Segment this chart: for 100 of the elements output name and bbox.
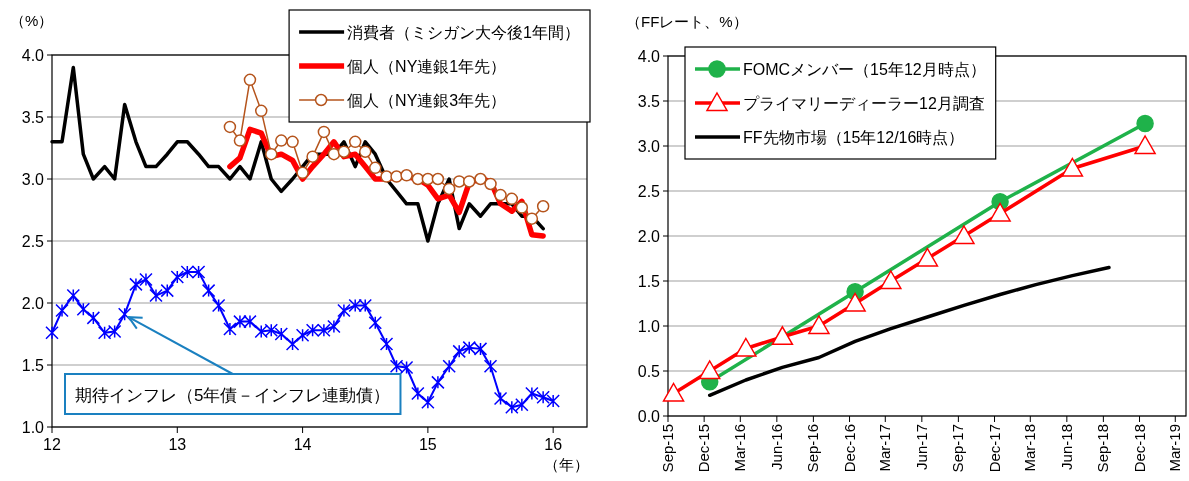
point [431, 375, 445, 390]
y-tick-label: 3.5 [637, 93, 661, 110]
x-tick-label: Mar-16 [731, 424, 749, 472]
point [808, 315, 830, 335]
y-tick-label: 4.0 [21, 47, 45, 64]
point [452, 344, 466, 359]
point [160, 283, 175, 298]
point [201, 283, 216, 298]
point [662, 382, 685, 402]
x-tick-label: Jun-18 [1057, 424, 1075, 470]
point [771, 326, 794, 346]
x-tick-label: Dec-17 [985, 424, 1003, 473]
point [254, 104, 268, 118]
y-tick-label: 3.5 [21, 109, 45, 126]
y-tick-label: 1.5 [637, 273, 661, 290]
point [442, 182, 456, 196]
point [254, 324, 268, 339]
point [191, 265, 206, 279]
x-tick-label: Sep-16 [804, 424, 822, 473]
y-tick-label: 1.0 [21, 419, 45, 436]
x-axis-title: （年） [544, 456, 589, 473]
x-tick-label: Mar-18 [1021, 424, 1039, 472]
legend-label: プライマリーディーラー12月調査 [743, 95, 985, 112]
point [735, 337, 757, 357]
legend-label: FOMCメンバー（15年12月時点） [743, 61, 986, 78]
point [400, 169, 413, 182]
legend-label: 個人（NY連銀3年先） [347, 92, 507, 109]
point [442, 359, 456, 373]
point [1134, 135, 1156, 155]
point [484, 177, 497, 191]
point [698, 360, 721, 380]
point [265, 147, 278, 161]
point [390, 170, 403, 183]
point [369, 161, 382, 175]
x-tick-label: Sep-15 [659, 424, 676, 473]
point [536, 200, 550, 213]
point [66, 288, 81, 303]
y-tick-label: 1.5 [21, 357, 45, 374]
point [86, 311, 101, 325]
point [139, 272, 153, 287]
point [546, 394, 560, 408]
x-tick-label: Mar-17 [876, 424, 894, 472]
x-tick-label: Jun-17 [912, 424, 930, 470]
point [1136, 114, 1154, 133]
point [117, 307, 132, 321]
point [536, 390, 550, 404]
x-tick-label: 16 [544, 436, 563, 453]
x-tick-label: 14 [293, 436, 312, 453]
point [285, 337, 300, 351]
point [233, 134, 247, 147]
point [305, 323, 320, 338]
point [525, 386, 539, 401]
point [295, 328, 310, 342]
point [411, 386, 425, 401]
y-tick-label: 0.5 [637, 363, 661, 380]
point [223, 322, 237, 336]
y-tick-label: 0.0 [637, 408, 661, 425]
point [327, 147, 341, 161]
y-tick-label: 2.5 [637, 183, 661, 200]
point [327, 319, 341, 334]
point [358, 145, 372, 158]
y-tick-label: 2.0 [637, 228, 661, 245]
point [515, 397, 529, 412]
point [348, 298, 362, 313]
point [916, 247, 939, 267]
point [286, 135, 299, 149]
x-tick-label: Dec-18 [1130, 424, 1148, 473]
point [296, 166, 309, 180]
legend-label: 消費者（ミシガン大今後1年間） [347, 24, 580, 41]
y-tick-label: 1.0 [637, 318, 661, 335]
point [348, 135, 362, 149]
point [844, 292, 866, 312]
point [953, 225, 975, 245]
x-tick-label: Sep-18 [1094, 424, 1112, 473]
point [274, 327, 289, 341]
point [55, 303, 69, 318]
legend-label: 個人（NY連銀1年先） [347, 58, 507, 75]
point [494, 188, 507, 202]
point [45, 326, 59, 340]
point [243, 314, 257, 329]
point [474, 172, 487, 186]
point [368, 316, 383, 330]
point [264, 323, 279, 338]
legend-label: FF先物市場（15年12/16時点） [743, 129, 965, 146]
point [473, 342, 488, 356]
point [337, 303, 351, 318]
x-tick-label: 12 [43, 436, 61, 453]
x-tick-label: Mar-19 [1166, 424, 1184, 472]
x-tick-label: Jun-16 [767, 424, 785, 470]
point [379, 337, 394, 351]
point [107, 324, 122, 339]
y-tick-label: 4.0 [637, 48, 661, 65]
point [223, 120, 237, 134]
point [421, 395, 435, 409]
x-tick-label: Sep-17 [949, 424, 967, 473]
y-tick-label: 2.0 [21, 295, 45, 312]
y-axis-title: （%） [10, 12, 54, 29]
point [358, 298, 372, 313]
y-axis-title: （FFレート、%） [626, 13, 748, 30]
point [317, 125, 331, 139]
